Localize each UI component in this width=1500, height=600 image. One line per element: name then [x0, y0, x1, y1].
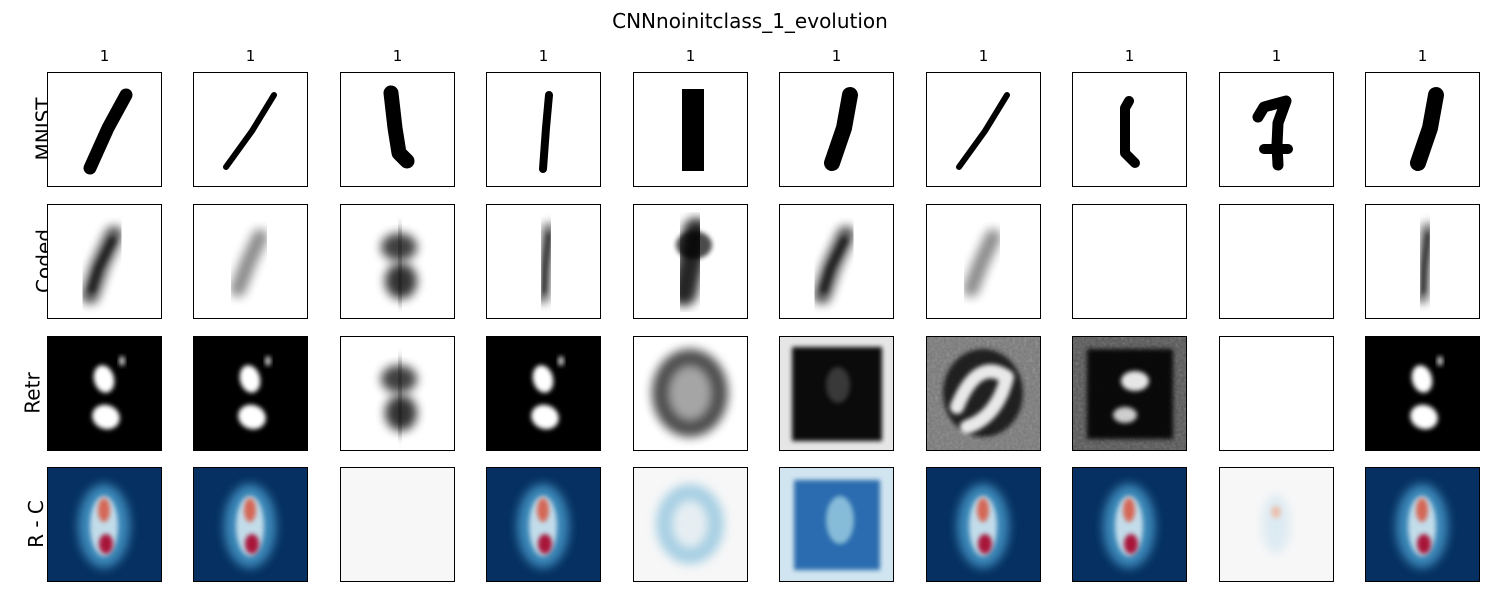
panel-image — [634, 337, 747, 450]
panel-coded-3 — [340, 204, 455, 319]
panel-coded-7 — [926, 204, 1041, 319]
column-label-5: 1 — [633, 46, 748, 66]
panel-image — [487, 337, 600, 450]
panel-image — [48, 205, 161, 318]
panel-image — [634, 73, 747, 186]
panel-mnist-1 — [47, 72, 162, 187]
panel-image — [780, 468, 893, 581]
panel-image — [1366, 205, 1479, 318]
panel-retr-7 — [926, 336, 1041, 451]
panel-r-c-10 — [1365, 467, 1480, 582]
panel-image — [1073, 468, 1186, 581]
figure-title: CNNnoinitclass_1_evolution — [0, 8, 1500, 34]
panel-mnist-5 — [633, 72, 748, 187]
panel-mnist-7 — [926, 72, 1041, 187]
panel-image — [780, 205, 893, 318]
panel-retr-4 — [486, 336, 601, 451]
panel-r-c-3 — [340, 467, 455, 582]
panel-image — [780, 73, 893, 186]
panel-coded-5 — [633, 204, 748, 319]
panel-image — [1220, 468, 1333, 581]
panel-image — [194, 468, 307, 581]
panel-r-c-5 — [633, 467, 748, 582]
panel-image — [1073, 205, 1186, 318]
panel-retr-3 — [340, 336, 455, 451]
panel-r-c-1 — [47, 467, 162, 582]
panel-image — [487, 73, 600, 186]
panel-mnist-2 — [193, 72, 308, 187]
column-label-8: 1 — [1072, 46, 1187, 66]
panel-mnist-8 — [1072, 72, 1187, 187]
panel-image — [927, 468, 1040, 581]
panel-image — [780, 337, 893, 450]
panel-coded-9 — [1219, 204, 1334, 319]
panel-image — [927, 73, 1040, 186]
panel-image — [194, 337, 307, 450]
panel-image — [48, 337, 161, 450]
panel-image — [341, 337, 454, 450]
panel-image — [1220, 337, 1333, 450]
panel-r-c-2 — [193, 467, 308, 582]
column-label-6: 1 — [779, 46, 894, 66]
panel-image — [341, 468, 454, 581]
column-label-9: 1 — [1219, 46, 1334, 66]
panel-retr-10 — [1365, 336, 1480, 451]
panel-image — [634, 205, 747, 318]
panel-image — [194, 73, 307, 186]
panel-coded-8 — [1072, 204, 1187, 319]
panel-retr-6 — [779, 336, 894, 451]
panel-retr-9 — [1219, 336, 1334, 451]
column-label-4: 1 — [486, 46, 601, 66]
panel-image — [927, 337, 1040, 450]
panel-r-c-9 — [1219, 467, 1334, 582]
panel-image — [194, 205, 307, 318]
panel-image — [1366, 337, 1479, 450]
panel-image — [341, 73, 454, 186]
panel-retr-8 — [1072, 336, 1187, 451]
row-label-coded: Coded — [12, 247, 52, 275]
column-label-7: 1 — [926, 46, 1041, 66]
column-label-10: 1 — [1365, 46, 1480, 66]
panel-image — [927, 205, 1040, 318]
panel-retr-5 — [633, 336, 748, 451]
panel-retr-1 — [47, 336, 162, 451]
panel-coded-2 — [193, 204, 308, 319]
panel-mnist-10 — [1365, 72, 1480, 187]
panel-image — [1366, 73, 1479, 186]
panel-mnist-3 — [340, 72, 455, 187]
panel-image — [634, 468, 747, 581]
column-label-3: 1 — [340, 46, 455, 66]
panel-image — [1366, 468, 1479, 581]
panel-mnist-6 — [779, 72, 894, 187]
panel-r-c-4 — [486, 467, 601, 582]
panel-image — [487, 468, 600, 581]
column-label-2: 1 — [193, 46, 308, 66]
panel-image — [1073, 73, 1186, 186]
panel-image — [341, 205, 454, 318]
panel-image — [48, 468, 161, 581]
panel-image — [1220, 73, 1333, 186]
panel-mnist-4 — [486, 72, 601, 187]
panel-image — [1220, 205, 1333, 318]
panel-retr-2 — [193, 336, 308, 451]
panel-image — [1073, 337, 1186, 450]
panel-coded-10 — [1365, 204, 1480, 319]
panel-coded-4 — [486, 204, 601, 319]
column-label-1: 1 — [47, 46, 162, 66]
row-label-r-c: R - C — [12, 510, 52, 538]
panel-mnist-9 — [1219, 72, 1334, 187]
row-label-retr: Retr — [12, 379, 52, 407]
panel-coded-1 — [47, 204, 162, 319]
panel-r-c-6 — [779, 467, 894, 582]
panel-coded-6 — [779, 204, 894, 319]
panel-r-c-8 — [1072, 467, 1187, 582]
panel-image — [487, 205, 600, 318]
panel-image — [48, 73, 161, 186]
panel-r-c-7 — [926, 467, 1041, 582]
row-label-mnist: MNIST — [12, 115, 52, 143]
